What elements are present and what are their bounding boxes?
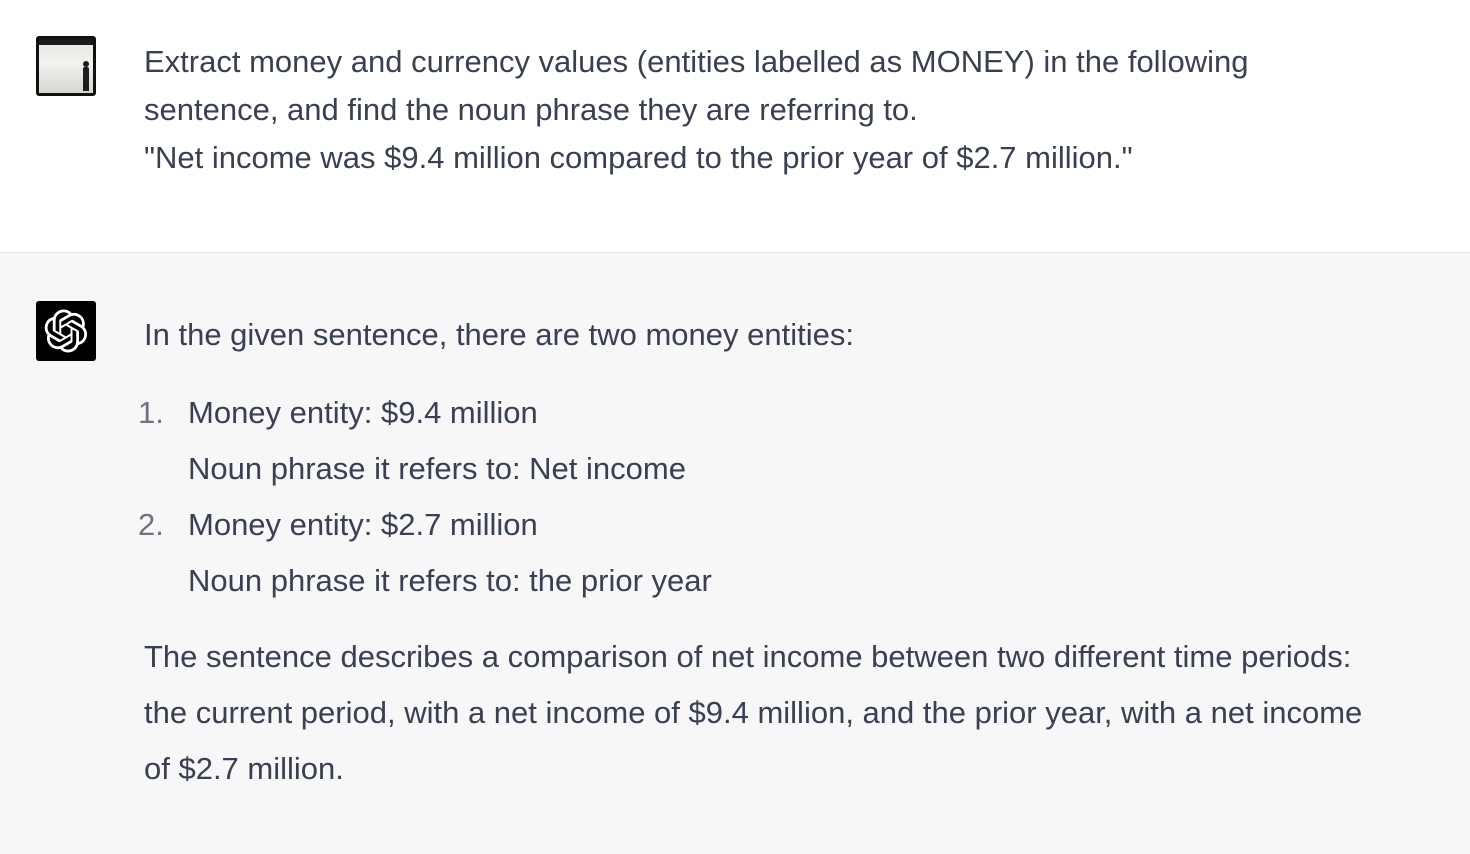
user-message-line: Extract money and currency values (entit… <box>144 44 1249 79</box>
answer-conclusion: The sentence describes a comparison of n… <box>144 629 1440 797</box>
conclusion-line: of $2.7 million. <box>144 751 344 786</box>
avatar-figure <box>83 67 89 91</box>
answer-intro: In the given sentence, there are two mon… <box>144 317 854 352</box>
assistant-avatar <box>36 301 96 361</box>
list-item-number: 1. <box>138 395 164 430</box>
list-item-number: 2. <box>138 507 164 542</box>
conclusion-line: The sentence describes a comparison of n… <box>144 639 1352 674</box>
user-message-text: Extract money and currency values (entit… <box>144 38 1440 182</box>
avatar-figure-head <box>83 61 89 67</box>
noun-phrase-line: Noun phrase it refers to: Net income <box>188 451 686 486</box>
user-avatar <box>36 36 96 96</box>
user-message-line: "Net income was $9.4 million compared to… <box>144 140 1133 175</box>
money-entity-line: Money entity: $2.7 million <box>188 507 538 542</box>
avatar-frame-edge <box>39 39 93 45</box>
noun-phrase-line: Noun phrase it refers to: the prior year <box>188 563 712 598</box>
user-message-turn: Extract money and currency values (entit… <box>0 0 1470 253</box>
assistant-message-turn: In the given sentence, there are two mon… <box>0 253 1470 854</box>
list-item: 2. Money entity: $2.7 million Noun phras… <box>138 497 1440 609</box>
conclusion-line: the current period, with a net income of… <box>144 695 1363 730</box>
money-entity-line: Money entity: $9.4 million <box>188 395 538 430</box>
openai-logo-icon <box>44 309 88 353</box>
money-entity-list: 1. Money entity: $9.4 million Noun phras… <box>138 385 1440 609</box>
user-message-line: sentence, and find the noun phrase they … <box>144 92 918 127</box>
assistant-message-text: In the given sentence, there are two mon… <box>138 307 1440 797</box>
list-item: 1. Money entity: $9.4 million Noun phras… <box>138 385 1440 497</box>
